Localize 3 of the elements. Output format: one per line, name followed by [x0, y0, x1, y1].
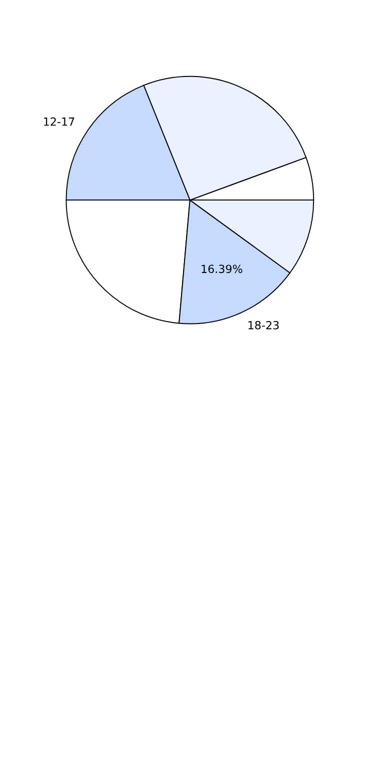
- slice-label: 12-17: [44, 117, 74, 126]
- slice-label: 18-23: [248, 320, 279, 330]
- data-label: 16.39%: [202, 264, 242, 274]
